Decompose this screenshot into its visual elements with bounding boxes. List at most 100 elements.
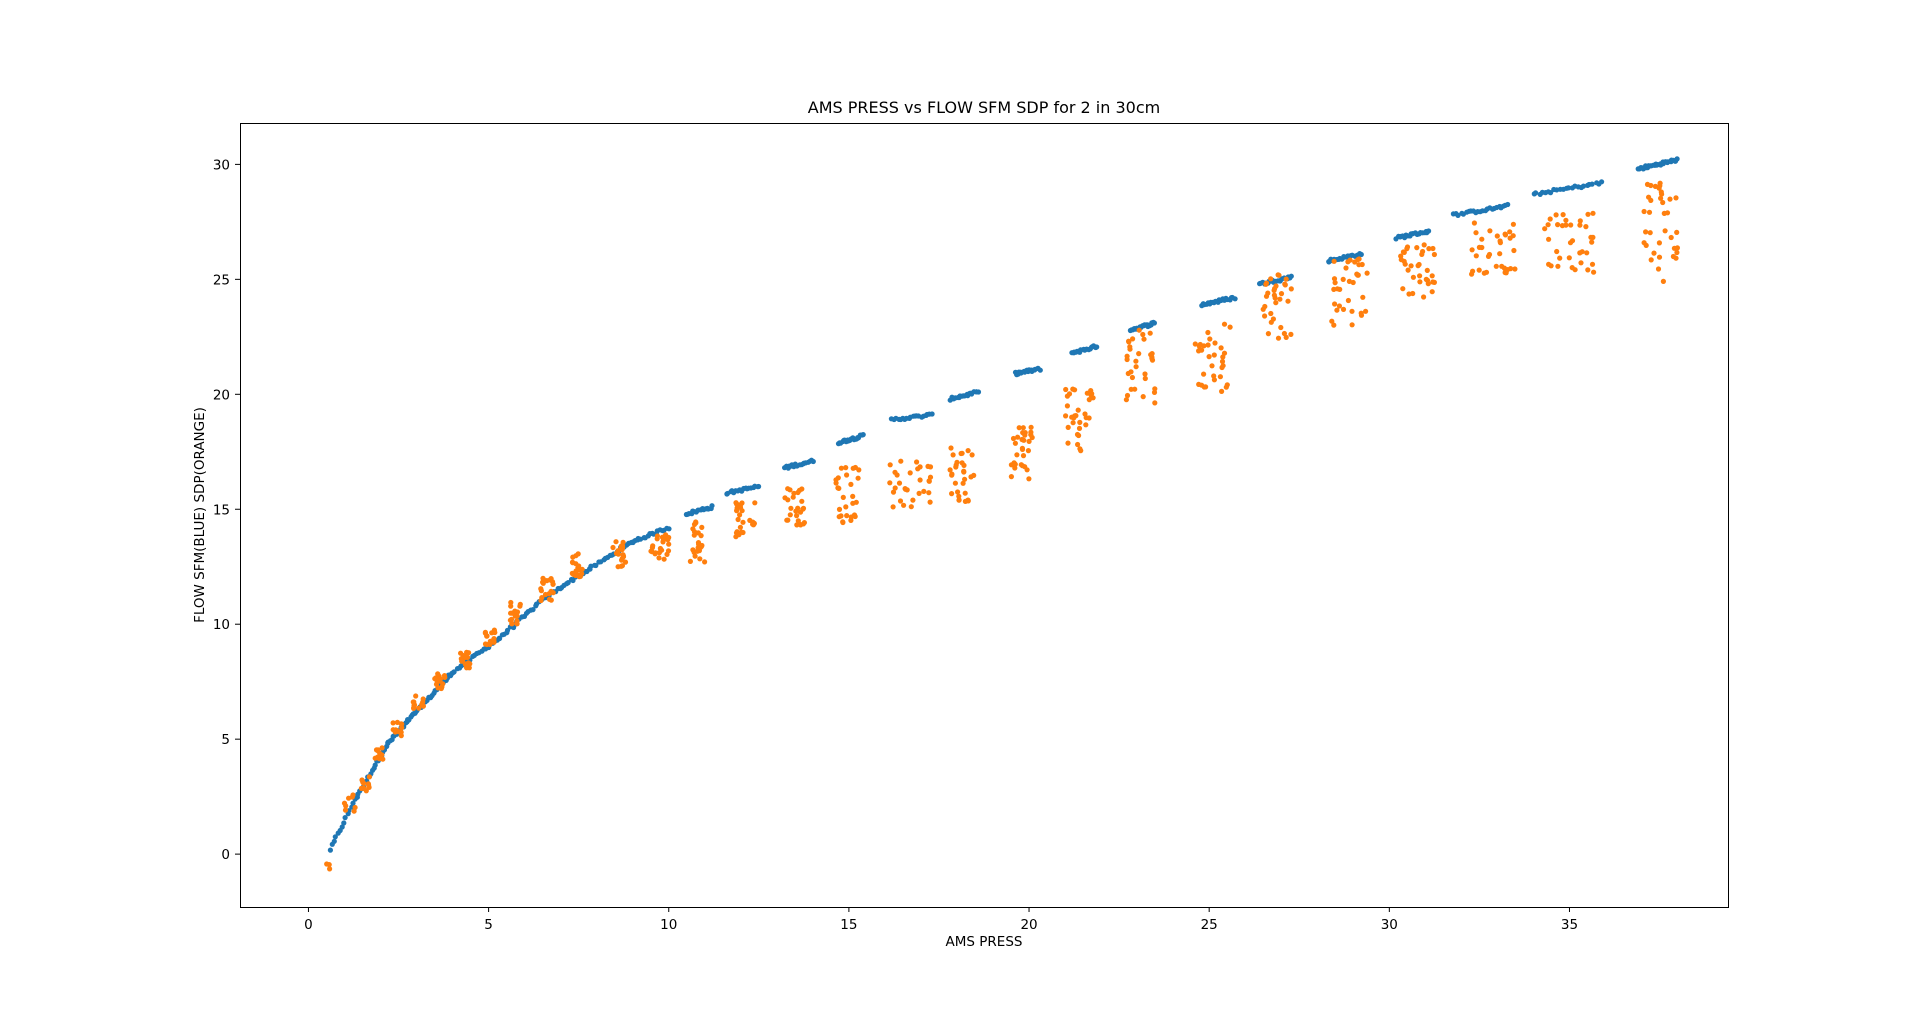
x-tick-label: 15 [840,917,857,933]
sdp-point [1557,255,1563,261]
sdp-point [1273,300,1279,306]
sdp-point [738,529,745,535]
sdp-point [1020,453,1027,459]
sdp-point [1429,273,1435,279]
sdp-point [1590,210,1596,216]
sdp-point [800,506,806,512]
sdp-point [947,467,953,473]
sdp-point [1349,308,1355,314]
sdp-point [1329,318,1335,324]
sdp-point [910,497,916,503]
sdp-point [1568,222,1574,228]
sdp-point [1205,342,1211,348]
sdp-point [835,485,841,491]
sdp-point [1416,261,1422,268]
sdp-point [654,536,660,542]
sdp-point [843,465,849,471]
sdp-point [954,459,960,465]
sdp-point [1026,438,1032,444]
sfm-point [1505,201,1511,208]
sdp-point [1227,324,1233,330]
sdp-point [1078,448,1084,454]
sdp-point [795,518,801,524]
sdp-point [375,748,381,754]
sdp-point [1424,267,1430,273]
sdp-point [1124,353,1130,359]
sdp-point [840,494,846,500]
sdp-point [1196,381,1202,387]
y-tick-label: 15 [213,502,230,518]
y-tick-label: 20 [213,387,230,403]
sdp-point [1072,387,1078,393]
sdp-point [1473,230,1479,236]
sdp-point [1337,286,1343,292]
sdp-point [1075,407,1081,413]
sdp-point [1406,291,1412,297]
sdp-point [1331,258,1337,264]
sfm-point [975,389,982,395]
sdp-point [1345,259,1351,265]
sdp-point [1211,373,1217,379]
sdp-point [1019,436,1025,443]
sdp-point [848,481,854,487]
sdp-point [961,469,967,475]
y-tick-label: 25 [213,272,230,288]
sdp-point [855,475,861,481]
sdp-point [796,487,803,493]
sdp-point [844,472,850,478]
sdp-point [851,512,858,518]
sdp-point [1332,301,1338,307]
sdp-point [577,573,584,580]
sdp-point [1133,358,1139,364]
sdp-point [1417,279,1423,285]
sdp-point [665,548,672,554]
sfm-point [1288,273,1294,279]
sfm-point [860,432,866,438]
sdp-point [1016,425,1022,431]
sfm-point [504,627,511,634]
sdp-point [398,721,404,727]
sdp-point [482,630,488,636]
sdp-point [346,795,352,801]
sdp-point [1577,222,1583,228]
sdp-point [1012,440,1019,446]
sdp-point [959,450,965,456]
sdp-point [1554,248,1560,255]
sdp-point [836,506,843,512]
sdp-point [379,745,385,751]
sdp-point [798,522,804,528]
sdp-point [1025,448,1031,454]
sdp-point [569,570,575,577]
sdp-point [1141,336,1147,342]
sdp-point [1015,434,1021,440]
sdp-point [492,629,498,636]
sdp-point [926,478,932,484]
sdp-point [850,500,856,506]
sdp-point [573,570,579,576]
sdp-point [1421,242,1427,248]
sdp-point [962,490,968,496]
sdp-point [1019,463,1025,469]
sdp-point [365,781,371,787]
sdp-point [787,512,793,518]
sdp-point [1655,266,1662,272]
sdp-point [1136,351,1142,357]
sdp-point [1589,261,1596,267]
sdp-point [570,560,576,566]
sdp-point [1219,358,1226,365]
sdp-point [1206,354,1212,360]
sfm-point [565,580,571,586]
sfm-point [331,838,337,844]
sfm-point [1358,251,1364,258]
sdp-point [1343,265,1349,271]
y-tick-label: 10 [213,617,230,633]
sdp-point [1421,294,1427,300]
sdp-point [750,519,756,525]
sdp-point [1136,327,1142,333]
sdp-point [1470,268,1476,274]
sdp-point [785,497,791,503]
sfm-point [709,503,715,509]
sdp-point [1577,218,1583,224]
sdp-point [915,466,921,472]
